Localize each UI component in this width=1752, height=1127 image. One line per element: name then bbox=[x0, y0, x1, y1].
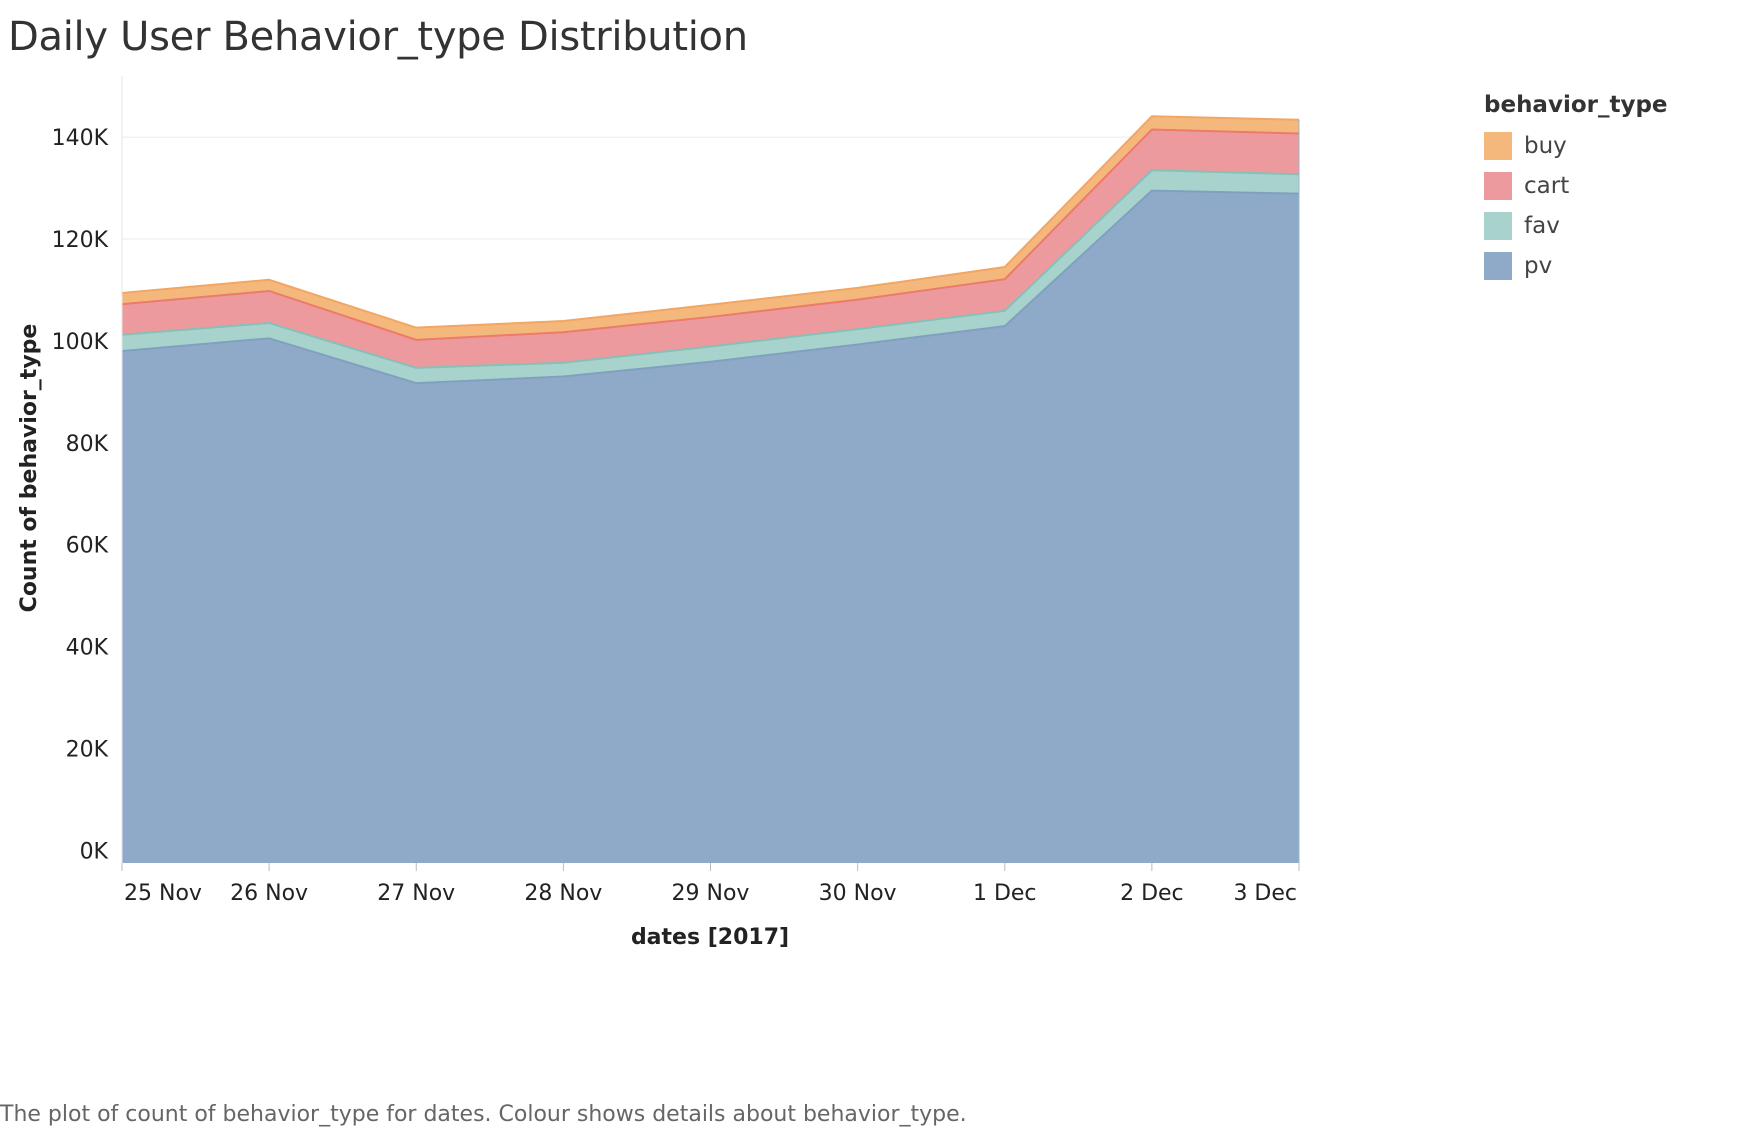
y-tick-label: 0K bbox=[80, 839, 109, 864]
legend-swatch bbox=[1484, 132, 1512, 160]
stacked-areas bbox=[122, 116, 1299, 864]
x-tick-label: 28 Nov bbox=[524, 881, 602, 906]
y-tick-label: 100K bbox=[52, 330, 109, 355]
area-pv bbox=[122, 190, 1299, 864]
x-tick-label: 29 Nov bbox=[672, 881, 750, 906]
legend-label: buy bbox=[1524, 133, 1567, 159]
legend-swatch bbox=[1484, 212, 1512, 240]
y-tick-label: 20K bbox=[66, 737, 109, 762]
line-buy bbox=[121, 115, 1300, 329]
legend: behavior_type buy cart fav pv bbox=[1484, 92, 1744, 286]
x-tick-label: 25 Nov bbox=[124, 881, 202, 906]
legend-title: behavior_type bbox=[1484, 92, 1668, 118]
legend-label: pv bbox=[1524, 253, 1553, 279]
x-tick-labels: 25 Nov 26 Nov 27 Nov 28 Nov 29 Nov 30 Nov 1 De… bbox=[124, 881, 1297, 906]
x-tick-label: 30 Nov bbox=[819, 881, 897, 906]
line-fav bbox=[121, 169, 1300, 369]
y-tick-label: 40K bbox=[66, 636, 109, 661]
x-tick-label: 27 Nov bbox=[377, 881, 455, 906]
legend-swatch bbox=[1484, 252, 1512, 280]
legend-item-fav[interactable]: fav bbox=[1484, 206, 1744, 246]
chart-caption: The plot of count of behavior_type for d… bbox=[0, 1102, 967, 1127]
x-tick-label: 1 Dec bbox=[973, 881, 1037, 906]
legend-label: cart bbox=[1524, 173, 1570, 199]
x-tick-label: 26 Nov bbox=[230, 881, 308, 906]
x-tick-label: 2 Dec bbox=[1120, 881, 1184, 906]
x-axis-title: dates [2017] bbox=[631, 925, 789, 950]
line-cart bbox=[121, 128, 1300, 341]
legend-item-buy[interactable]: buy bbox=[1484, 126, 1744, 166]
y-tick-label: 60K bbox=[66, 534, 109, 559]
legend-item-cart[interactable]: cart bbox=[1484, 166, 1744, 206]
y-tick-label: 120K bbox=[52, 228, 109, 253]
line-pv bbox=[121, 189, 1300, 385]
axes bbox=[121, 76, 1300, 871]
series-lines bbox=[121, 115, 1300, 385]
legend-items: buy cart fav pv bbox=[1484, 126, 1744, 286]
y-axis-title: Count of behavior_type bbox=[17, 324, 42, 613]
y-tick-label: 140K bbox=[52, 126, 109, 151]
y-tick-label: 80K bbox=[66, 432, 109, 457]
y-tick-labels: 0K 20K 40K 60K 80K 100K 120K 140K bbox=[52, 126, 109, 864]
legend-item-pv[interactable]: pv bbox=[1484, 246, 1744, 286]
legend-label: fav bbox=[1524, 213, 1560, 239]
area-cart bbox=[122, 129, 1299, 368]
legend-swatch bbox=[1484, 172, 1512, 200]
chart-title: Daily User Behavior_type Distribution bbox=[8, 14, 748, 60]
x-tick-label: 3 Dec bbox=[1233, 881, 1297, 906]
